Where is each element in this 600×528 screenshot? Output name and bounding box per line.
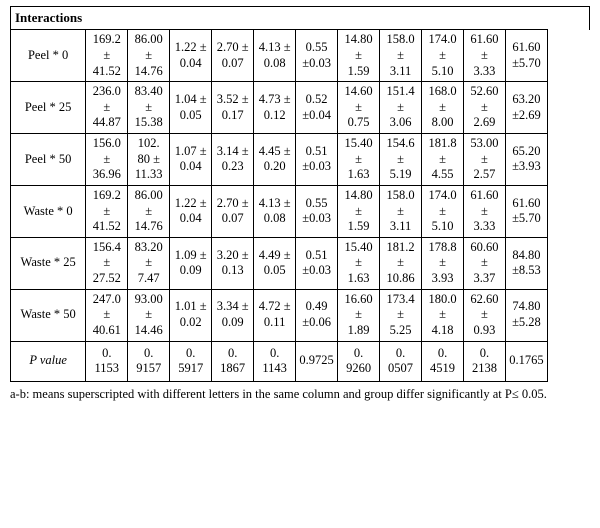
table-row-label: Peel * 25 <box>11 82 86 134</box>
table-cell: 15.40±1.63 <box>338 237 380 289</box>
table-cell: 93.00±14.46 <box>128 289 170 341</box>
pvalue-cell: 0.0507 <box>380 341 422 381</box>
table-header: Interactions <box>11 7 590 30</box>
table-row-label: Peel * 50 <box>11 134 86 186</box>
pvalue-cell: 0.1765 <box>505 341 547 381</box>
table-cell: 156.4±27.52 <box>86 237 128 289</box>
table-row-label: Waste * 50 <box>11 289 86 341</box>
table-cell: 1.09 ±0.09 <box>170 237 212 289</box>
table-cell: 1.22 ±0.04 <box>170 185 212 237</box>
table-cell: 74.80±5.28 <box>505 289 547 341</box>
table-cell: 154.6±5.19 <box>380 134 422 186</box>
table-cell: 60.60±3.37 <box>463 237 505 289</box>
table-cell: 158.0±3.11 <box>380 30 422 82</box>
table-row-label: Waste * 0 <box>11 185 86 237</box>
table-cell: 83.40±15.38 <box>128 82 170 134</box>
table-cell: 61.60±5.70 <box>505 185 547 237</box>
table-cell: 15.40±1.63 <box>338 134 380 186</box>
table-cell: 0.55 ±0.03 <box>296 185 338 237</box>
table-cell: 1.22 ±0.04 <box>170 30 212 82</box>
table-cell: 14.60±0.75 <box>338 82 380 134</box>
table-cell: 16.60±1.89 <box>338 289 380 341</box>
table-cell: 0.52 ±0.04 <box>296 82 338 134</box>
table-cell: 52.60±2.69 <box>463 82 505 134</box>
pvalue-cell: 0.1867 <box>212 341 254 381</box>
table-cell: 151.4±3.06 <box>380 82 422 134</box>
table-cell: 168.0±8.00 <box>422 82 464 134</box>
table-cell: 0.49 ±0.06 <box>296 289 338 341</box>
table-cell: 1.04 ±0.05 <box>170 82 212 134</box>
table-cell: 61.60±3.33 <box>463 30 505 82</box>
table-cell: 0.55 ±0.03 <box>296 30 338 82</box>
table-cell: 247.0±40.61 <box>86 289 128 341</box>
table-cell: 2.70 ±0.07 <box>212 30 254 82</box>
pvalue-cell: 0.5917 <box>170 341 212 381</box>
pvalue-cell: 0.1153 <box>86 341 128 381</box>
table-row-label: Peel * 0 <box>11 30 86 82</box>
table-cell: 0.51 ±0.03 <box>296 237 338 289</box>
table-cell: 180.0±4.18 <box>422 289 464 341</box>
table-cell: 2.70 ±0.07 <box>212 185 254 237</box>
table-cell: 61.60±3.33 <box>463 185 505 237</box>
table-cell: 53.00±2.57 <box>463 134 505 186</box>
table-cell: 0.51 ±0.03 <box>296 134 338 186</box>
table-cell: 61.60±5.70 <box>505 30 547 82</box>
table-cell: 169.2±41.52 <box>86 30 128 82</box>
table-cell: 178.8±3.93 <box>422 237 464 289</box>
table-cell: 1.07 ±0.04 <box>170 134 212 186</box>
pvalue-cell: 0.4519 <box>422 341 464 381</box>
table-body: Peel * 0169.2±41.5286.00±14.761.22 ±0.04… <box>11 30 590 382</box>
pvalue-cell: 0.9157 <box>128 341 170 381</box>
table-cell: 65.20±3.93 <box>505 134 547 186</box>
table-cell: 3.34 ±0.09 <box>212 289 254 341</box>
table-cell: 173.4±5.25 <box>380 289 422 341</box>
table-cell: 236.0±44.87 <box>86 82 128 134</box>
table-cell: 14.80±1.59 <box>338 185 380 237</box>
pvalue-cell: 0.9260 <box>338 341 380 381</box>
table-cell: 181.8±4.55 <box>422 134 464 186</box>
table-cell: 62.60±0.93 <box>463 289 505 341</box>
table-footnote: a-b: means superscripted with different … <box>10 386 590 403</box>
interactions-table: Interactions Peel * 0169.2±41.5286.00±14… <box>10 6 590 382</box>
table-cell: 4.73 ±0.12 <box>254 82 296 134</box>
table-cell: 158.0±3.11 <box>380 185 422 237</box>
table-cell: 4.72 ±0.11 <box>254 289 296 341</box>
table-cell: 174.0±5.10 <box>422 185 464 237</box>
table-cell: 156.0±36.96 <box>86 134 128 186</box>
table-cell: 3.52 ±0.17 <box>212 82 254 134</box>
table-cell: 102.80 ±11.33 <box>128 134 170 186</box>
table-cell: 83.20±7.47 <box>128 237 170 289</box>
pvalue-cell: 0.1143 <box>254 341 296 381</box>
table-cell: 4.45 ±0.20 <box>254 134 296 186</box>
table-cell: 4.49 ±0.05 <box>254 237 296 289</box>
table-row-label: Waste * 25 <box>11 237 86 289</box>
table-cell: 3.20 ±0.13 <box>212 237 254 289</box>
table-cell: 4.13 ±0.08 <box>254 30 296 82</box>
table-cell: 84.80±8.53 <box>505 237 547 289</box>
table-cell: 181.2±10.86 <box>380 237 422 289</box>
table-cell: 86.00±14.76 <box>128 30 170 82</box>
pvalue-cell: 0.2138 <box>463 341 505 381</box>
table-cell: 169.2±41.52 <box>86 185 128 237</box>
table-cell: 174.0±5.10 <box>422 30 464 82</box>
pvalue-label: P value <box>11 341 86 381</box>
table-cell: 4.13 ±0.08 <box>254 185 296 237</box>
pvalue-cell: 0.9725 <box>296 341 338 381</box>
table-cell: 63.20±2.69 <box>505 82 547 134</box>
table-cell: 1.01 ±0.02 <box>170 289 212 341</box>
table-cell: 14.80±1.59 <box>338 30 380 82</box>
table-cell: 86.00±14.76 <box>128 185 170 237</box>
table-cell: 3.14 ±0.23 <box>212 134 254 186</box>
